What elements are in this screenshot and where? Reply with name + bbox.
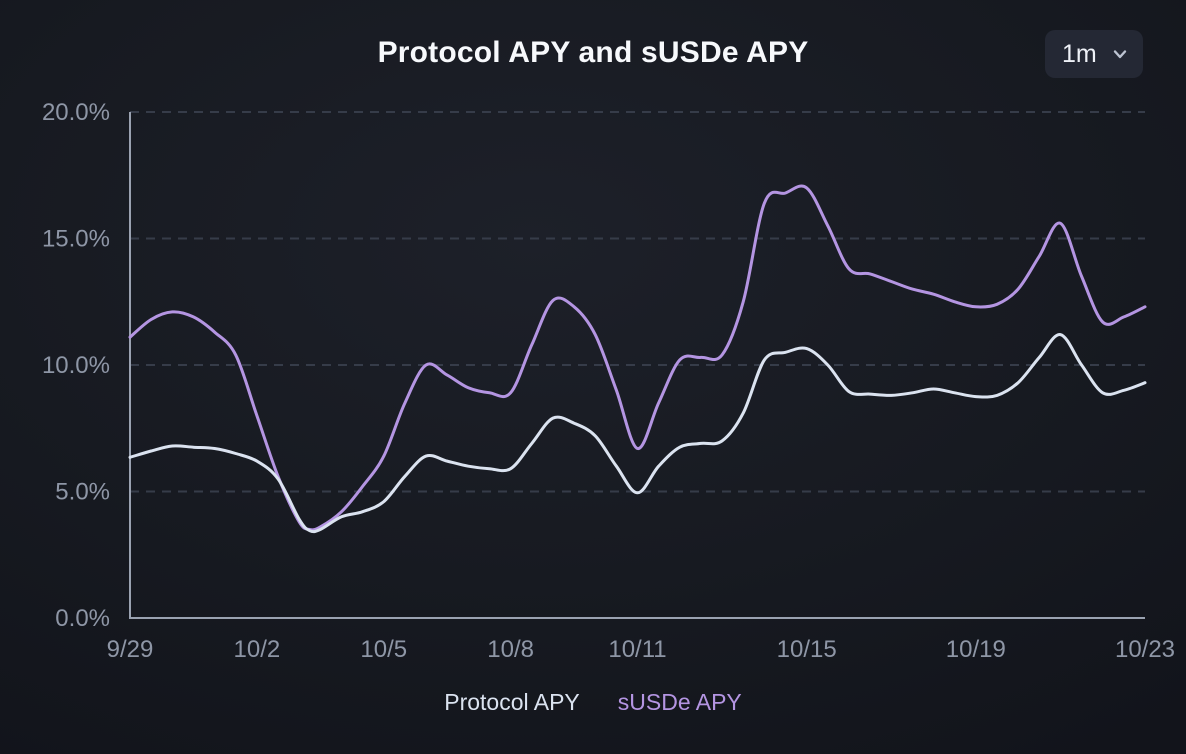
y-axis-label: 10.0% <box>42 352 110 379</box>
x-axis-label: 10/19 <box>946 636 1006 663</box>
timeframe-selected-value: 1m <box>1062 39 1097 68</box>
y-axis-label: 20.0% <box>42 99 110 126</box>
legend-item-susde-apy[interactable]: sUSDe APY <box>617 689 742 715</box>
chart-legend: Protocol APY sUSDe APY <box>0 689 1186 716</box>
legend-item-protocol-apy[interactable]: Protocol APY <box>444 689 580 715</box>
y-axis-label: 0.0% <box>55 605 110 632</box>
chart-title: Protocol APY and sUSDe APY <box>377 36 809 69</box>
y-axis-label: 15.0% <box>42 226 110 253</box>
chevron-down-icon <box>1111 45 1129 63</box>
x-axis-label: 10/23 <box>1115 636 1175 663</box>
x-axis-label: 10/8 <box>487 636 534 663</box>
x-axis-label: 10/5 <box>360 636 407 663</box>
x-axis-label: 10/11 <box>608 636 666 663</box>
x-axis-label: 10/2 <box>234 636 281 663</box>
timeframe-dropdown[interactable]: 1m <box>1045 30 1143 78</box>
series-line-protocol-apy <box>128 333 1147 534</box>
y-axis-label: 5.0% <box>55 479 110 506</box>
x-axis-label: 9/29 <box>107 636 154 663</box>
x-axis-label: 10/15 <box>777 636 837 663</box>
